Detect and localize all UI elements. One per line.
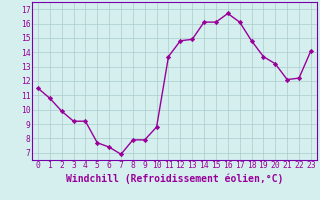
X-axis label: Windchill (Refroidissement éolien,°C): Windchill (Refroidissement éolien,°C) (66, 173, 283, 184)
